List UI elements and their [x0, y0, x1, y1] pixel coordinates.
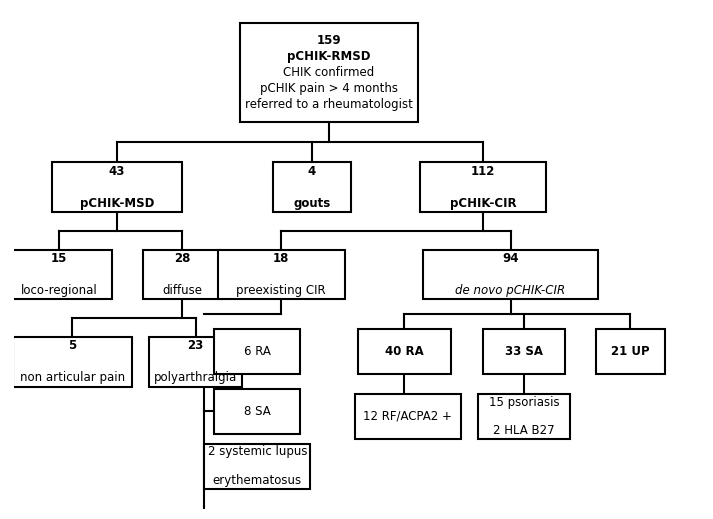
FancyBboxPatch shape: [52, 162, 182, 212]
FancyBboxPatch shape: [478, 394, 570, 439]
FancyBboxPatch shape: [483, 329, 565, 374]
FancyBboxPatch shape: [420, 162, 546, 212]
Text: 15: 15: [51, 252, 67, 265]
Text: 21 UP: 21 UP: [611, 345, 650, 358]
Text: gouts: gouts: [293, 197, 331, 210]
FancyBboxPatch shape: [272, 162, 352, 212]
FancyBboxPatch shape: [6, 250, 112, 299]
Text: diffuse: diffuse: [162, 284, 202, 297]
FancyBboxPatch shape: [218, 250, 344, 299]
Text: pCHIK pain > 4 months: pCHIK pain > 4 months: [260, 82, 398, 95]
FancyBboxPatch shape: [215, 389, 300, 434]
FancyBboxPatch shape: [204, 516, 310, 519]
Text: 6 RA: 6 RA: [244, 345, 271, 358]
Text: 4: 4: [308, 165, 316, 178]
Text: 15 psoriasis: 15 psoriasis: [489, 395, 560, 408]
Text: 8 SA: 8 SA: [244, 405, 271, 418]
FancyBboxPatch shape: [204, 444, 310, 489]
Text: pCHIK-RMSD: pCHIK-RMSD: [287, 50, 371, 63]
FancyBboxPatch shape: [358, 329, 451, 374]
Text: 94: 94: [502, 252, 519, 265]
Text: 40 RA: 40 RA: [385, 345, 424, 358]
FancyBboxPatch shape: [424, 250, 597, 299]
Text: loco-regional: loco-regional: [21, 284, 97, 297]
Text: 28: 28: [174, 252, 190, 265]
Text: referred to a rheumatologist: referred to a rheumatologist: [245, 98, 413, 111]
Text: CHIK confirmed: CHIK confirmed: [284, 66, 375, 79]
Text: 2 systemic lupus: 2 systemic lupus: [207, 445, 307, 458]
FancyBboxPatch shape: [215, 329, 300, 374]
FancyBboxPatch shape: [150, 337, 242, 387]
Text: pCHIK-MSD: pCHIK-MSD: [80, 197, 154, 210]
Text: non articular pain: non articular pain: [20, 371, 125, 384]
Text: pCHIK-CIR: pCHIK-CIR: [450, 197, 516, 210]
Text: 159: 159: [317, 34, 342, 47]
Text: erythematosus: erythematosus: [212, 474, 302, 487]
FancyBboxPatch shape: [13, 337, 133, 387]
Text: 2 HLA B27: 2 HLA B27: [493, 425, 555, 438]
Text: 23: 23: [188, 339, 204, 352]
Text: 18: 18: [273, 252, 289, 265]
Text: 43: 43: [109, 165, 125, 178]
Text: preexisting CIR: preexisting CIR: [237, 284, 326, 297]
Text: polyarthralgia: polyarthralgia: [154, 371, 237, 384]
Text: de novo pCHIK-CIR: de novo pCHIK-CIR: [456, 284, 565, 297]
Text: 112: 112: [471, 165, 496, 178]
FancyBboxPatch shape: [596, 329, 665, 374]
FancyBboxPatch shape: [240, 23, 418, 122]
FancyBboxPatch shape: [355, 394, 461, 439]
Text: 33 SA: 33 SA: [506, 345, 543, 358]
Text: 12 RF/ACPA2 +: 12 RF/ACPA2 +: [364, 410, 452, 423]
Text: 5: 5: [68, 339, 76, 352]
FancyBboxPatch shape: [143, 250, 221, 299]
